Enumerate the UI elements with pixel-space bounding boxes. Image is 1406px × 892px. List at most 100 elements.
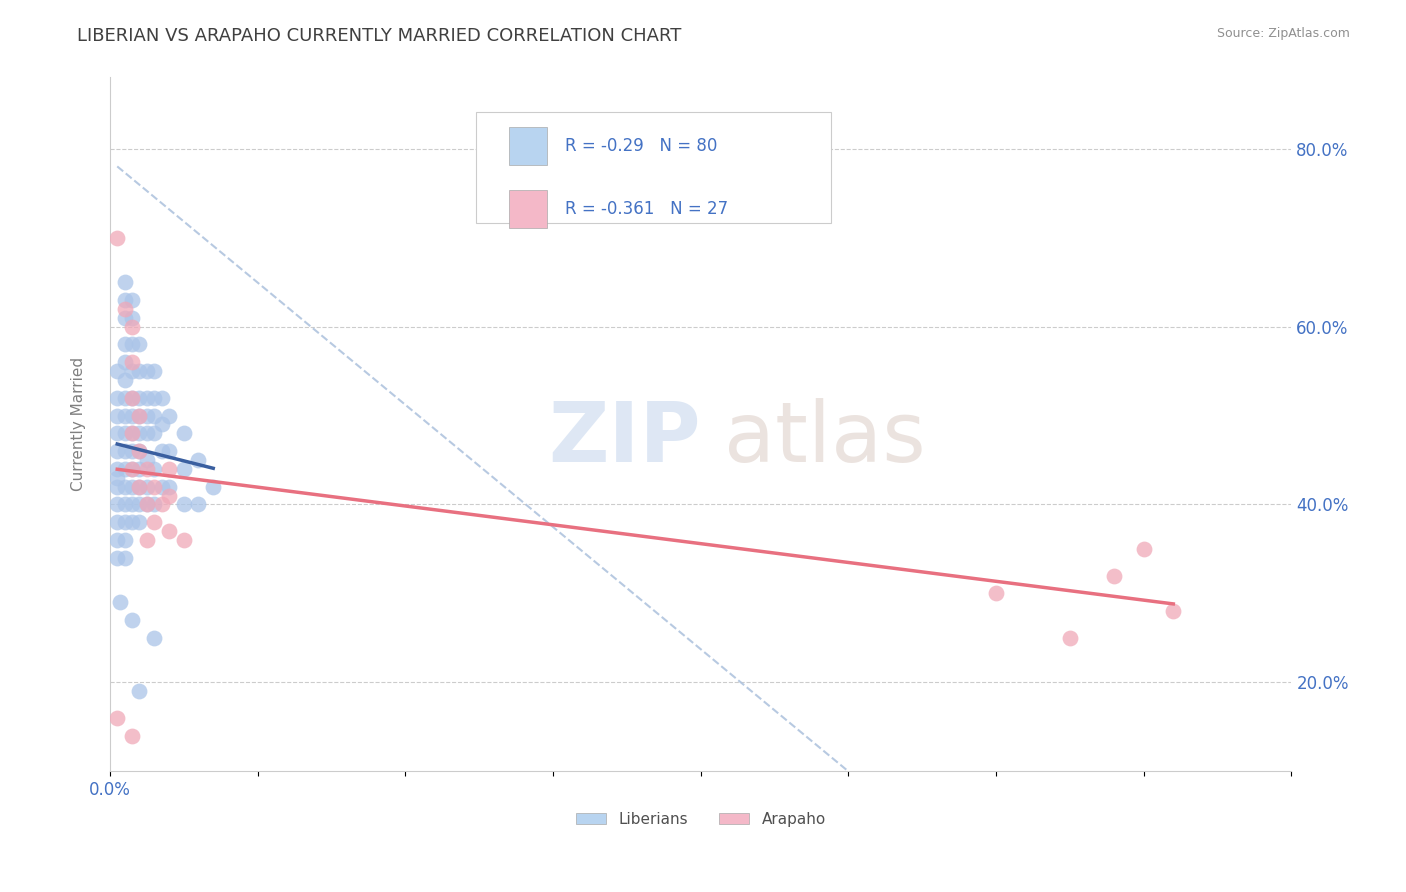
Point [157,409,180,423]
Point [105,480,128,494]
Point [128,480,150,494]
Point [114,462,136,476]
Point [128,391,150,405]
Point [187,498,209,512]
Point [150,498,173,512]
Point [173,426,195,441]
Text: LIBERIAN VS ARAPAHO CURRENTLY MARRIED CORRELATION CHART: LIBERIAN VS ARAPAHO CURRENTLY MARRIED CO… [77,27,682,45]
Point [150,480,173,494]
Point [143,515,166,529]
Point [105,426,128,441]
Point [1059,631,1081,645]
FancyBboxPatch shape [509,127,547,165]
Point [128,409,150,423]
Point [1161,604,1184,618]
Point [984,586,1007,600]
Point [128,515,150,529]
Point [143,426,166,441]
Point [157,444,180,458]
Point [105,498,128,512]
Point [114,310,136,325]
Point [105,462,128,476]
Point [108,595,131,609]
Point [202,480,225,494]
Point [121,462,143,476]
Point [114,533,136,547]
Point [135,480,157,494]
Point [121,613,143,627]
Text: ZIP: ZIP [548,398,700,479]
Point [128,498,150,512]
Point [121,498,143,512]
Point [135,426,157,441]
Point [114,275,136,289]
Point [121,444,143,458]
Point [128,480,150,494]
Point [128,337,150,351]
Point [173,462,195,476]
Point [121,319,143,334]
Text: R = -0.29   N = 80: R = -0.29 N = 80 [565,136,717,155]
Point [114,515,136,529]
Point [143,391,166,405]
Point [135,391,157,405]
Point [105,471,128,485]
Point [105,444,128,458]
Point [105,711,128,725]
Point [114,409,136,423]
Point [105,230,128,244]
Point [128,444,150,458]
Point [157,524,180,538]
Point [105,409,128,423]
Point [128,364,150,378]
Point [135,533,157,547]
Point [135,462,157,476]
Text: R = -0.361   N = 27: R = -0.361 N = 27 [565,200,728,218]
Point [143,364,166,378]
Point [114,550,136,565]
Point [121,515,143,529]
Point [121,409,143,423]
Point [114,426,136,441]
Point [121,729,143,743]
Point [105,550,128,565]
Point [121,426,143,441]
Point [128,462,150,476]
Point [135,453,157,467]
Point [121,391,143,405]
Point [114,355,136,369]
Point [114,391,136,405]
Y-axis label: Currently Married: Currently Married [72,358,86,491]
Point [121,355,143,369]
Point [135,498,157,512]
Point [128,426,150,441]
Point [114,337,136,351]
Point [105,364,128,378]
Point [121,364,143,378]
Point [121,391,143,405]
Point [105,515,128,529]
Point [105,391,128,405]
Point [128,684,150,698]
Point [114,498,136,512]
Point [1132,541,1154,556]
Point [143,409,166,423]
Point [173,498,195,512]
Point [150,391,173,405]
Point [128,444,150,458]
Point [1102,568,1125,582]
Point [114,480,136,494]
Text: atlas: atlas [724,398,927,479]
Point [114,293,136,307]
Point [187,453,209,467]
Point [121,462,143,476]
Point [135,364,157,378]
Point [121,310,143,325]
Point [121,426,143,441]
Point [114,373,136,387]
Legend: Liberians, Arapaho: Liberians, Arapaho [569,805,832,833]
FancyBboxPatch shape [477,112,831,223]
Point [143,631,166,645]
FancyBboxPatch shape [509,190,547,228]
Point [114,444,136,458]
